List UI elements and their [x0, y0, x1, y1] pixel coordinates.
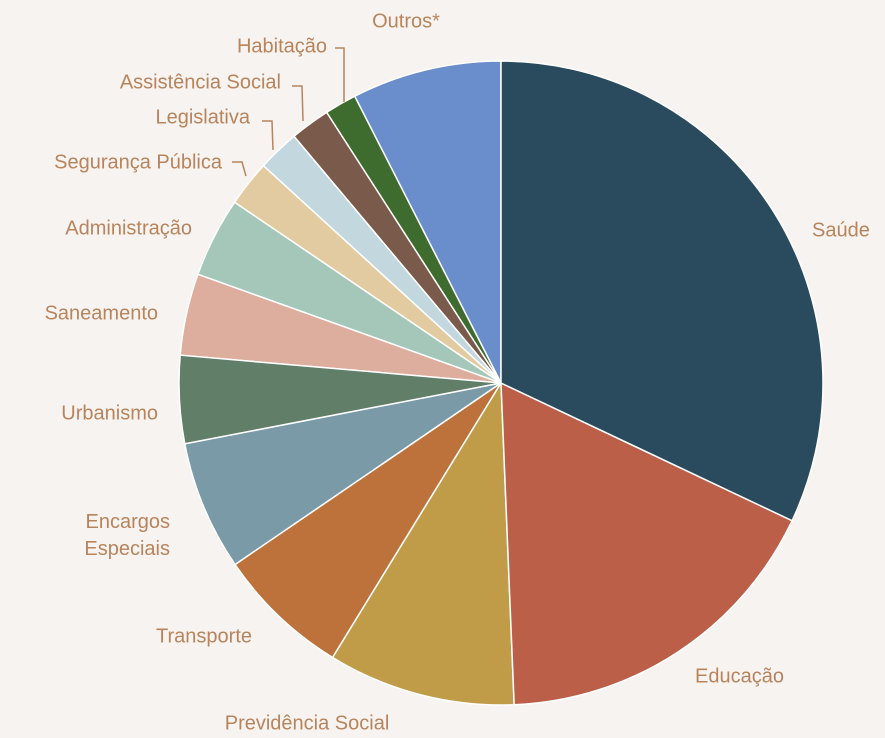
slice-label: Segurança Pública — [54, 151, 222, 174]
leader-line — [232, 161, 247, 177]
slice-label: Saúde — [812, 219, 870, 242]
pie-slice — [353, 60, 502, 384]
pie-slice — [331, 380, 515, 706]
slice-label: Assistência Social — [119, 71, 281, 94]
slice-label: Urbanismo — [61, 402, 158, 425]
slice-label: Previdência Social — [224, 712, 390, 735]
pie-slice — [500, 381, 794, 706]
slice-label: Saneamento — [44, 302, 158, 325]
pie-slice — [183, 382, 502, 566]
leader-line — [292, 85, 304, 122]
pie-slice — [500, 60, 824, 522]
pie-slice — [234, 382, 502, 659]
slice-label: Habitação — [236, 35, 327, 58]
leader-line — [335, 47, 345, 102]
slice-label: Outros* — [372, 10, 440, 33]
slice-label: Educação — [695, 665, 784, 688]
slice-label: Legislativa — [155, 106, 250, 129]
slice-label: Administração — [65, 217, 192, 240]
slice-label: Transporte — [156, 625, 252, 648]
slice-label: Encargos Especiais — [84, 511, 170, 560]
leader-line — [262, 120, 274, 151]
